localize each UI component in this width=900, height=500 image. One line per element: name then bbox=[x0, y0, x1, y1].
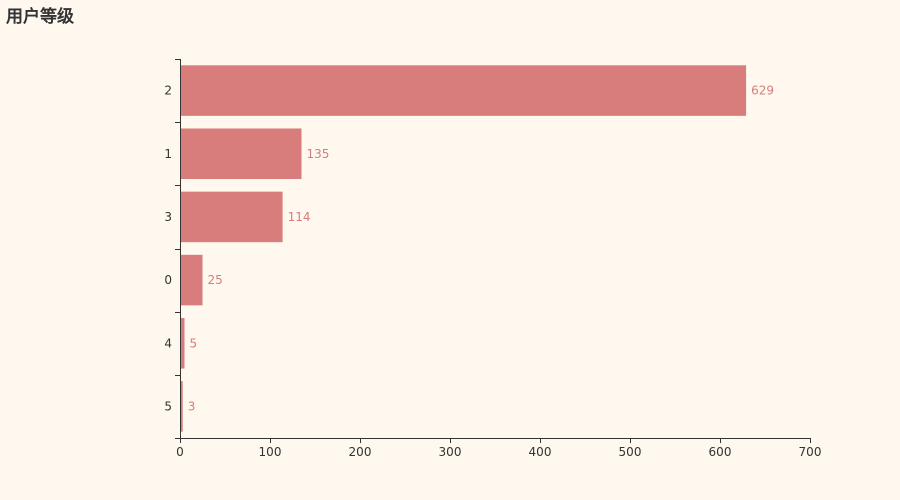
y-tick-label-4: 4 bbox=[164, 336, 172, 350]
x-tick-label-700: 700 bbox=[799, 445, 822, 459]
x-tick-label-200: 200 bbox=[349, 445, 372, 459]
x-tick-label-100: 100 bbox=[259, 445, 282, 459]
y-tick-label-1: 1 bbox=[164, 147, 172, 161]
x-tick-label-400: 400 bbox=[529, 445, 552, 459]
x-tick-label-500: 500 bbox=[619, 445, 642, 459]
y-tick-label-5: 5 bbox=[164, 399, 172, 413]
data-label-0: 25 bbox=[208, 273, 223, 287]
chart-title: 用户等级 bbox=[6, 7, 74, 27]
y-tick-label-0: 0 bbox=[164, 273, 172, 287]
data-label-3: 114 bbox=[288, 210, 311, 224]
bar-3 bbox=[180, 191, 283, 243]
bar-1 bbox=[180, 128, 302, 180]
data-label-2: 629 bbox=[751, 84, 774, 98]
data-label-5: 3 bbox=[188, 399, 196, 413]
data-label-4: 5 bbox=[190, 336, 198, 350]
y-tick-label-3: 3 bbox=[164, 210, 172, 224]
bar-5 bbox=[180, 381, 183, 432]
data-label-1: 135 bbox=[307, 147, 330, 161]
x-tick-label-0: 0 bbox=[176, 445, 184, 459]
bar-0 bbox=[180, 254, 203, 306]
x-tick-label-600: 600 bbox=[709, 445, 732, 459]
bar-2 bbox=[180, 65, 747, 116]
y-tick-label-2: 2 bbox=[164, 84, 172, 98]
x-tick-label-300: 300 bbox=[439, 445, 462, 459]
bar-4 bbox=[180, 317, 185, 369]
